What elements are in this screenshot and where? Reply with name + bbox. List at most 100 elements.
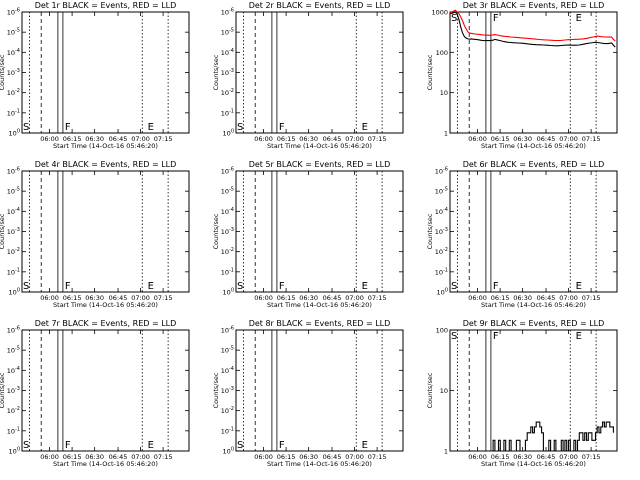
y-tick-label: 10 — [440, 89, 448, 97]
panel-det-4: Det 4r BLACK = Events, RED = LLD 100 10-1 1… — [0, 160, 190, 309]
marker-f: F — [279, 440, 285, 451]
x-tick-label: 06:00 — [254, 294, 273, 302]
y-tick-label: 10-5 — [221, 187, 234, 196]
x-tick-label: 06:00 — [468, 294, 487, 302]
y-axis-label: Counts/sec — [0, 213, 6, 249]
plot-frame — [21, 170, 190, 293]
marker-f: F — [279, 122, 285, 133]
marker-e: E — [576, 13, 582, 24]
marker-s: S — [451, 13, 457, 24]
marker-e: E — [362, 122, 368, 133]
marker-s: S — [451, 331, 457, 342]
series-line-lld — [449, 9, 616, 42]
x-axis-label: Start Time (14-Oct-16 05:46:20) — [53, 301, 158, 309]
x-axis-label: Start Time (14-Oct-16 05:46:20) — [53, 142, 158, 150]
marker-e: E — [362, 281, 368, 292]
marker-s: S — [451, 281, 457, 292]
x-tick-label: 06:45 — [537, 453, 556, 461]
y-tick-label: 10-4 — [221, 207, 234, 216]
y-tick-label: 10-3 — [435, 227, 448, 236]
y-tick-label: 10-5 — [7, 187, 20, 196]
x-tick-label: 07:00 — [345, 453, 364, 461]
x-axis-label: Start Time (14-Oct-16 05:46:20) — [481, 142, 586, 150]
panel-det-8: Det 8r BLACK = Events, RED = LLD 100 10-1 1… — [212, 319, 404, 468]
marker-e: E — [576, 331, 582, 342]
x-tick-label: 06:15 — [63, 294, 82, 302]
panel-det-3: Det 3r BLACK = Events, RED = LLD 1 10 100 10… — [426, 1, 618, 150]
x-tick-label: 06:45 — [323, 294, 342, 302]
x-tick-label: 06:30 — [85, 135, 104, 143]
y-tick-label: 10-2 — [7, 88, 20, 97]
y-tick-label: 10-4 — [7, 207, 20, 216]
y-axis-label: Counts/sec — [212, 372, 220, 408]
x-tick-label: 06:45 — [323, 453, 342, 461]
marker-f: F — [279, 281, 285, 292]
x-tick-label: 06:15 — [63, 453, 82, 461]
y-tick-label: 10-1 — [221, 108, 234, 117]
x-tick-label: 07:15 — [154, 294, 173, 302]
x-tick-label: 07:00 — [345, 294, 364, 302]
y-tick-label: 1000 — [431, 9, 448, 17]
y-tick-label: 10-3 — [221, 227, 234, 236]
marker-f: F — [493, 13, 499, 24]
x-tick-label: 06:45 — [109, 135, 128, 143]
marker-s: S — [237, 281, 243, 292]
panel-det-2: Det 2r BLACK = Events, RED = LLD 100 10-1 1… — [212, 1, 404, 150]
x-tick-label: 07:00 — [345, 135, 364, 143]
y-tick-label: 10-3 — [7, 386, 20, 395]
x-tick-label: 06:00 — [254, 453, 273, 461]
x-tick-label: 06:45 — [323, 135, 342, 143]
marker-e: E — [148, 440, 154, 451]
marker-e: E — [362, 440, 368, 451]
marker-f: F — [493, 331, 499, 342]
y-tick-label: 10-5 — [221, 28, 234, 37]
panel-title: Det 7r BLACK = Events, RED = LLD — [35, 319, 177, 328]
y-tick-label: 10-5 — [435, 187, 448, 196]
y-tick-label: 10-3 — [221, 68, 234, 77]
x-tick-label: 07:15 — [368, 294, 387, 302]
plot-frame — [21, 329, 190, 452]
y-tick-label: 10-4 — [7, 48, 20, 57]
y-axis-label: Counts/sec — [0, 372, 6, 408]
plot-frame — [449, 170, 618, 293]
x-tick-label: 06:30 — [513, 135, 532, 143]
panel-title: Det 5r BLACK = Events, RED = LLD — [249, 160, 391, 169]
marker-e: E — [576, 281, 582, 292]
y-tick-label: 10-2 — [7, 247, 20, 256]
y-axis-label: Counts/sec — [0, 54, 6, 90]
x-tick-label: 06:30 — [299, 135, 318, 143]
panel-det-6: Det 6r BLACK = Events, RED = LLD 100 10-1 1… — [426, 160, 618, 309]
plot-frame — [21, 11, 190, 134]
y-tick-label: 10-1 — [221, 267, 234, 276]
y-tick-label: 10-1 — [7, 267, 20, 276]
panel-title: Det 8r BLACK = Events, RED = LLD — [249, 319, 391, 328]
marker-f: F — [65, 440, 71, 451]
x-axis-label: Start Time (14-Oct-16 05:46:20) — [267, 301, 372, 309]
x-tick-label: 07:00 — [559, 135, 578, 143]
x-tick-label: 06:15 — [277, 135, 296, 143]
y-tick-label: 10-1 — [7, 108, 20, 117]
x-tick-label: 07:15 — [582, 135, 601, 143]
y-tick-label: 10-6 — [221, 326, 234, 335]
y-tick-label: 10-1 — [221, 426, 234, 435]
x-tick-label: 07:15 — [154, 135, 173, 143]
x-tick-label: 07:00 — [559, 294, 578, 302]
y-tick-label: 10-3 — [221, 386, 234, 395]
y-tick-label: 10-6 — [7, 167, 20, 176]
y-tick-label: 10-5 — [7, 346, 20, 355]
y-axis-label: Counts/sec — [426, 54, 434, 90]
marker-s: S — [237, 440, 243, 451]
panel-title: Det 4r BLACK = Events, RED = LLD — [35, 160, 177, 169]
plot-frame — [235, 11, 404, 134]
y-tick-label: 10-1 — [435, 267, 448, 276]
y-tick-label: 100 — [9, 288, 20, 297]
x-axis-label: Start Time (14-Oct-16 05:46:20) — [267, 460, 372, 468]
panel-det-1: Det 1r BLACK = Events, RED = LLD 100 10-1 1… — [0, 1, 190, 150]
y-tick-label: 10-5 — [221, 346, 234, 355]
y-tick-label: 10-2 — [435, 247, 448, 256]
x-tick-label: 06:00 — [40, 294, 59, 302]
x-tick-label: 06:15 — [491, 135, 510, 143]
y-tick-label: 10-6 — [221, 167, 234, 176]
x-tick-label: 06:30 — [513, 294, 532, 302]
